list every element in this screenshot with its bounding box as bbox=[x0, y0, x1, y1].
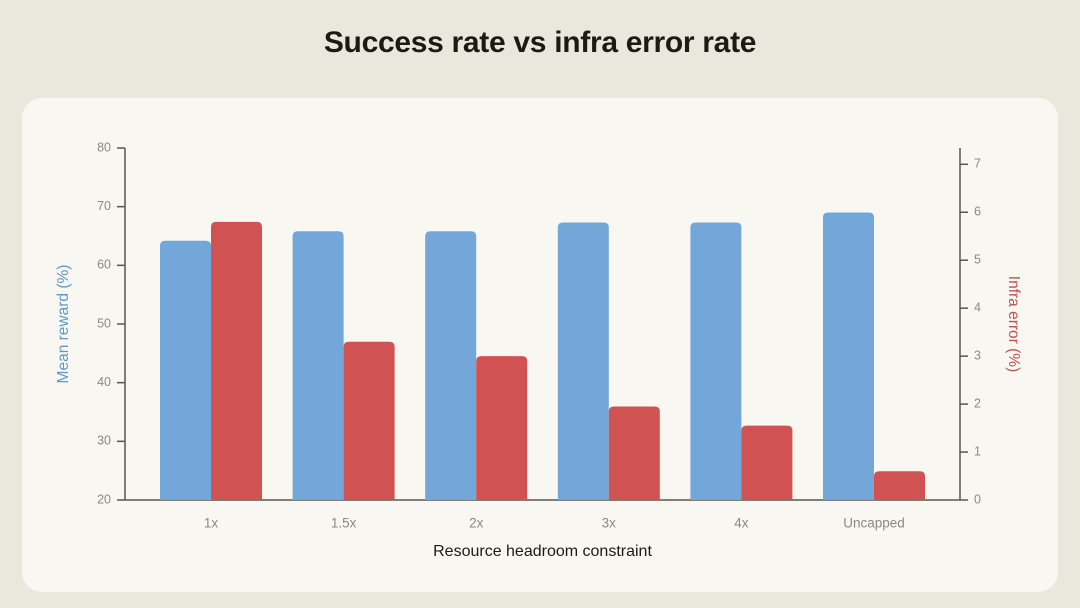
bar-infra-error-Uncapped bbox=[874, 471, 925, 500]
bar-infra-error-2x bbox=[476, 356, 528, 500]
left-axis-tick-label: 40 bbox=[97, 375, 111, 389]
right-axis-tick-label: 0 bbox=[974, 492, 981, 506]
left-axis-title: Mean reward (%) bbox=[55, 265, 72, 384]
right-axis-title: Infra error (%) bbox=[1005, 276, 1022, 372]
bar-mean-reward-3x bbox=[557, 222, 609, 501]
x-category-label: 1.5x bbox=[331, 516, 357, 531]
left-axis-tick-label: 80 bbox=[97, 140, 111, 154]
bar-mean-reward-4x bbox=[690, 222, 742, 501]
bar-infra-error-4x bbox=[741, 425, 793, 500]
x-category-label: 2x bbox=[469, 516, 484, 531]
right-axis-tick-label: 1 bbox=[974, 444, 981, 458]
right-axis-tick-label: 7 bbox=[974, 157, 981, 171]
bar-infra-error-1.5x bbox=[343, 341, 395, 500]
x-axis-title: Resource headroom constraint bbox=[433, 543, 652, 560]
x-category-label: Uncapped bbox=[843, 516, 905, 531]
x-category-label: 4x bbox=[734, 516, 749, 531]
x-category-label: 3x bbox=[602, 516, 617, 531]
right-axis-tick-label: 3 bbox=[974, 348, 981, 362]
left-axis-tick-label: 30 bbox=[97, 434, 111, 448]
right-axis-tick-label: 6 bbox=[974, 205, 981, 219]
left-axis-tick-label: 60 bbox=[97, 258, 111, 272]
bar-mean-reward-2x bbox=[425, 231, 477, 500]
chart-card: 20 30 40 50 60 70 80 0 1 2 3 4 5 6 7 1x 1.5x 2x 3x 4x Uncapp… bbox=[22, 98, 1058, 592]
right-axis-tick-label: 2 bbox=[974, 396, 981, 410]
x-category-label: 1x bbox=[204, 516, 219, 531]
left-axis-tick-label: 20 bbox=[97, 492, 111, 506]
bar-mean-reward-Uncapped bbox=[823, 212, 874, 500]
bar-mean-reward-1x bbox=[160, 240, 211, 500]
bar-infra-error-3x bbox=[608, 406, 660, 500]
right-axis-tick-label: 5 bbox=[974, 253, 981, 267]
right-axis-tick-label: 4 bbox=[974, 300, 981, 314]
bar-infra-error-1x bbox=[211, 221, 262, 500]
dual-axis-bar-chart: 20 30 40 50 60 70 80 0 1 2 3 4 5 6 7 1x 1.5x 2x 3x 4x Uncapp… bbox=[55, 140, 1022, 560]
chart-title: Success rate vs infra error rate bbox=[323, 26, 757, 59]
bar-mean-reward-1.5x bbox=[292, 231, 344, 500]
left-axis-tick-label: 50 bbox=[97, 316, 111, 330]
left-axis-tick-label: 70 bbox=[97, 199, 111, 213]
